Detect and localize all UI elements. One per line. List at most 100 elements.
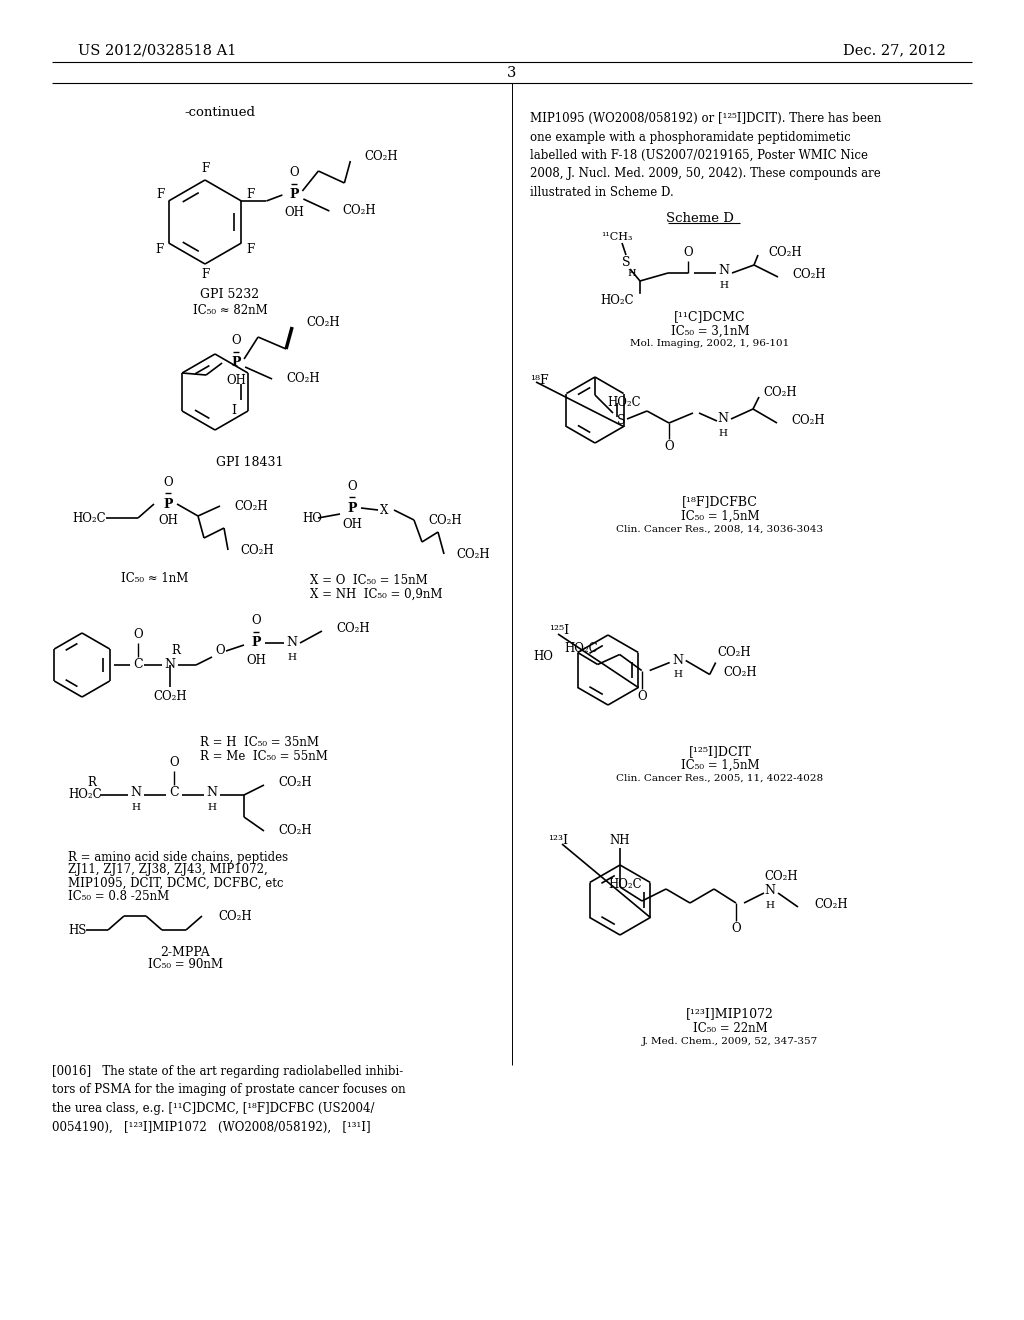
Text: O: O [251, 615, 261, 627]
Text: CO₂H: CO₂H [792, 268, 825, 281]
Text: HS: HS [68, 924, 86, 936]
Text: [¹²³I]MIP1072: [¹²³I]MIP1072 [686, 1007, 774, 1020]
Text: 3: 3 [507, 66, 517, 81]
Text: CO₂H: CO₂H [764, 870, 798, 883]
Text: CO₂H: CO₂H [763, 387, 797, 400]
Text: H: H [720, 281, 728, 289]
Text: Clin. Cancer Res., 2005, 11, 4022-4028: Clin. Cancer Res., 2005, 11, 4022-4028 [616, 774, 823, 783]
Text: GPI 5232: GPI 5232 [201, 289, 259, 301]
Text: F: F [201, 162, 209, 176]
Text: IC₅₀ ≈ 1nM: IC₅₀ ≈ 1nM [121, 572, 188, 585]
Text: J. Med. Chem., 2009, 52, 347-357: J. Med. Chem., 2009, 52, 347-357 [642, 1036, 818, 1045]
Text: O: O [215, 644, 225, 657]
Text: HO₂C: HO₂C [72, 511, 105, 524]
Text: CO₂H: CO₂H [286, 372, 319, 385]
Text: P: P [251, 636, 261, 649]
Text: 2-MPPA: 2-MPPA [160, 945, 210, 958]
Text: ¹¹CH₃: ¹¹CH₃ [601, 232, 633, 242]
Text: CO₂H: CO₂H [336, 623, 370, 635]
Text: HO₂C: HO₂C [564, 642, 598, 655]
Text: OH: OH [246, 653, 266, 667]
Text: N: N [287, 636, 298, 649]
Text: N: N [765, 884, 775, 898]
Text: O: O [665, 441, 674, 454]
Text: IC₅₀ = 0.8 -25nM: IC₅₀ = 0.8 -25nM [68, 890, 169, 903]
Text: HO₂C: HO₂C [600, 294, 634, 308]
Text: CO₂H: CO₂H [428, 513, 462, 527]
Text: CO₂H: CO₂H [456, 548, 489, 561]
Text: H: H [131, 803, 140, 812]
Text: R = amino acid side chains, peptides: R = amino acid side chains, peptides [68, 850, 288, 863]
Text: H: H [288, 652, 297, 661]
Text: CO₂H: CO₂H [218, 909, 252, 923]
Text: CO₂H: CO₂H [278, 776, 311, 789]
Text: N: N [165, 659, 175, 672]
Text: CO₂H: CO₂H [278, 825, 311, 837]
Text: H: H [628, 268, 636, 277]
Text: I: I [231, 404, 237, 417]
Text: N: N [719, 264, 729, 277]
Text: US 2012/0328518 A1: US 2012/0328518 A1 [78, 44, 237, 57]
Text: F: F [201, 268, 209, 281]
Text: [¹²⁵I]DCIT: [¹²⁵I]DCIT [688, 746, 752, 759]
Text: MIP1095 (WO2008/058192) or [¹²⁵I]DCIT). There has been
one example with a phosph: MIP1095 (WO2008/058192) or [¹²⁵I]DCIT). … [530, 112, 882, 199]
Text: CO₂H: CO₂H [768, 247, 802, 260]
Text: R = H  IC₅₀ = 35nM: R = H IC₅₀ = 35nM [200, 737, 319, 750]
Text: CO₂H: CO₂H [306, 317, 340, 330]
Text: R: R [88, 776, 96, 789]
Text: Mol. Imaging, 2002, 1, 96-101: Mol. Imaging, 2002, 1, 96-101 [631, 339, 790, 348]
Text: IC₅₀ = 22nM: IC₅₀ = 22nM [692, 1022, 767, 1035]
Text: NH: NH [609, 833, 630, 846]
Text: P: P [163, 498, 173, 511]
Text: [¹¹C]DCMC: [¹¹C]DCMC [674, 310, 745, 323]
Text: R: R [172, 644, 180, 657]
Text: R = Me  IC₅₀ = 55nM: R = Me IC₅₀ = 55nM [200, 750, 328, 763]
Text: C: C [169, 787, 179, 800]
Text: X = NH  IC₅₀ = 0,9nM: X = NH IC₅₀ = 0,9nM [310, 587, 442, 601]
Text: P: P [347, 502, 356, 515]
Text: N: N [718, 412, 728, 425]
Text: ¹⁸F: ¹⁸F [530, 374, 549, 387]
Text: HO₂C: HO₂C [607, 396, 641, 409]
Text: OH: OH [342, 519, 361, 532]
Text: OH: OH [285, 206, 304, 219]
Text: ¹²³I: ¹²³I [548, 833, 568, 846]
Text: F: F [157, 187, 165, 201]
Text: O: O [637, 690, 646, 704]
Text: IC₅₀ = 1,5nM: IC₅₀ = 1,5nM [681, 759, 760, 771]
Text: [¹⁸F]DCFBC: [¹⁸F]DCFBC [682, 495, 758, 508]
Text: CO₂H: CO₂H [814, 899, 848, 912]
Text: O: O [169, 756, 179, 770]
Text: IC₅₀ ≈ 82nM: IC₅₀ ≈ 82nM [193, 304, 267, 317]
Text: HO: HO [534, 649, 553, 663]
Text: Dec. 27, 2012: Dec. 27, 2012 [843, 44, 946, 57]
Text: O: O [290, 166, 299, 180]
Text: H: H [673, 671, 682, 678]
Text: HO₂C: HO₂C [68, 788, 101, 801]
Text: HO₂C: HO₂C [608, 879, 642, 891]
Text: ¹²⁵I: ¹²⁵I [549, 623, 569, 636]
Text: H: H [719, 429, 727, 437]
Text: IC₅₀ = 90nM: IC₅₀ = 90nM [147, 958, 222, 972]
Text: X: X [380, 503, 388, 516]
Text: OH: OH [226, 374, 246, 387]
Text: F: F [247, 243, 255, 256]
Text: CO₂H: CO₂H [791, 414, 824, 428]
Text: O: O [133, 628, 142, 642]
Text: CO₂H: CO₂H [365, 150, 398, 164]
Text: HO: HO [302, 511, 322, 524]
Text: H: H [208, 803, 216, 812]
Text: CO₂H: CO₂H [154, 690, 186, 704]
Text: GPI 18431: GPI 18431 [216, 457, 284, 470]
Text: MIP1095, DCIT, DCMC, DCFBC, etc: MIP1095, DCIT, DCMC, DCFBC, etc [68, 876, 284, 890]
Text: P: P [231, 356, 241, 370]
Text: OH: OH [158, 515, 178, 528]
Text: Scheme D: Scheme D [666, 211, 734, 224]
Text: P: P [290, 189, 299, 202]
Text: IC₅₀ = 1,5nM: IC₅₀ = 1,5nM [681, 510, 760, 523]
Text: CO₂H: CO₂H [724, 667, 758, 678]
Text: ZJ11, ZJ17, ZJ38, ZJ43, MIP1072,: ZJ11, ZJ17, ZJ38, ZJ43, MIP1072, [68, 863, 267, 876]
Text: -continued: -continued [184, 107, 256, 120]
Text: CO₂H: CO₂H [342, 205, 376, 218]
Text: [0016]   The state of the art regarding radiolabelled inhibi-
tors of PSMA for t: [0016] The state of the art regarding ra… [52, 1065, 406, 1134]
